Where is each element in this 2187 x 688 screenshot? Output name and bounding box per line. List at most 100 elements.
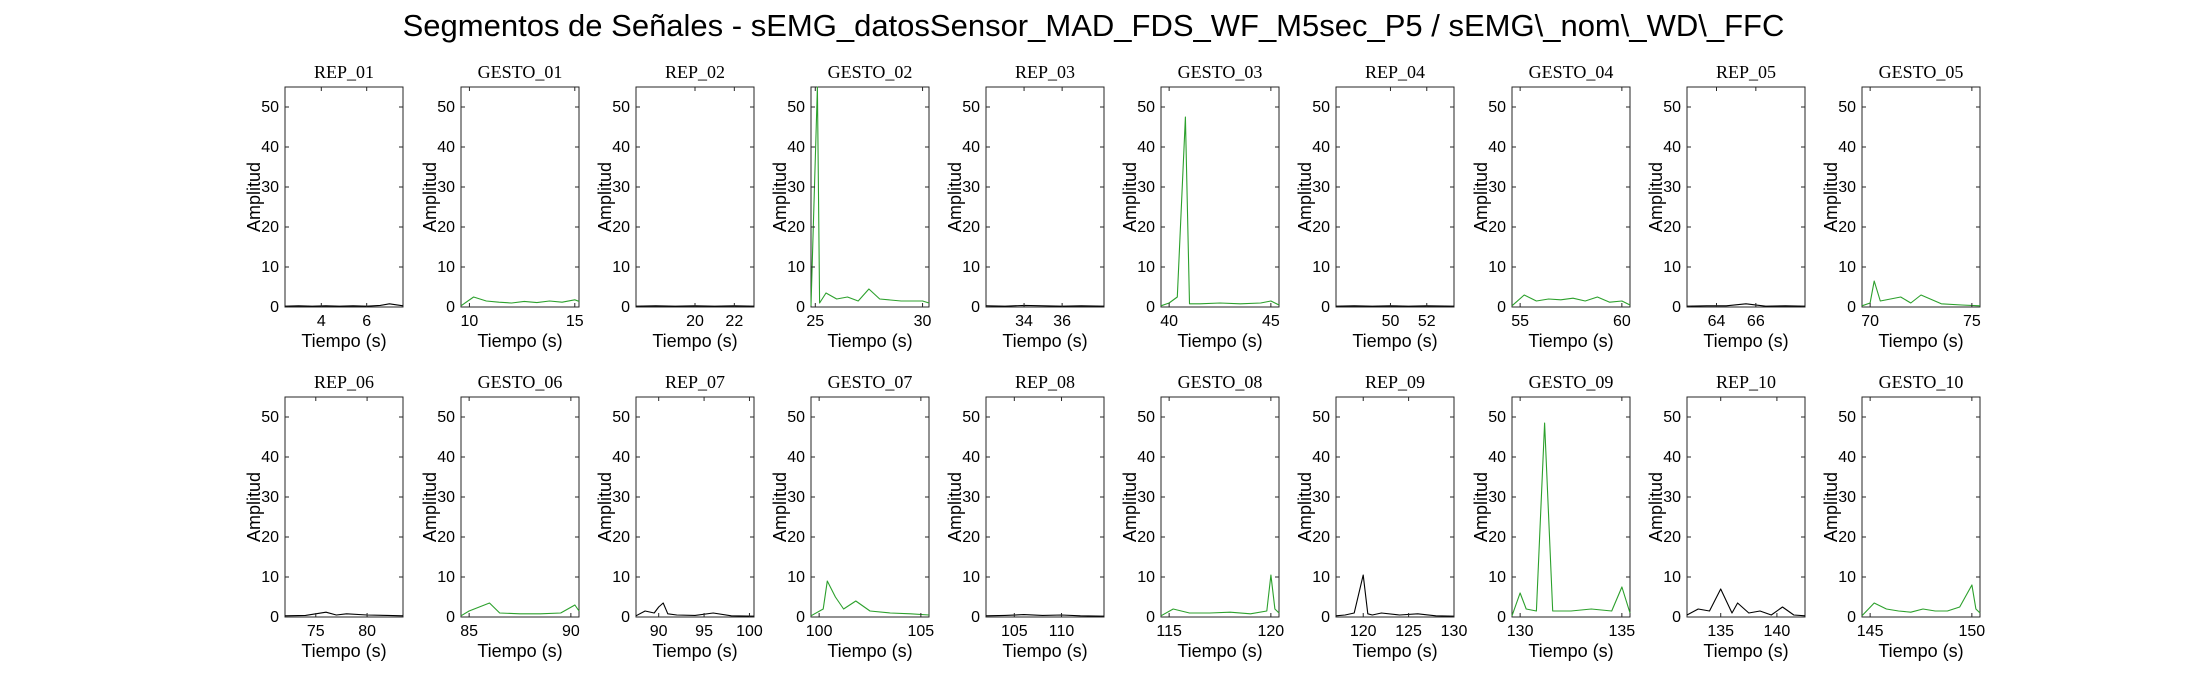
signal-line [985,614,1105,617]
y-tick-label: 20 [612,219,630,236]
y-tick-label: 0 [446,609,455,626]
figure-title: Segmentos de Señales - sEMG_datosSensor_… [402,8,1785,43]
y-tick-label: 20 [1838,529,1856,546]
y-tick-label: 20 [261,529,279,546]
y-axis-label: Amplitud [1120,472,1140,542]
y-tick-label: 0 [446,299,455,316]
subplot-title: GESTO_05 [1879,62,1964,82]
axes-box [1335,396,1455,618]
x-axis-label: Tiempo (s) [827,331,912,351]
y-tick-label: 50 [962,99,980,116]
x-tick-label: 90 [562,623,580,640]
y-tick-label: 0 [796,299,805,316]
subplot-title: GESTO_07 [828,372,913,392]
y-tick-label: 30 [1312,179,1330,196]
axes-box [1335,86,1455,308]
y-tick-label: 20 [1488,529,1506,546]
y-tick-label: 30 [1663,489,1681,506]
x-tick-label: 125 [1395,623,1422,640]
y-tick-label: 10 [1838,569,1856,586]
y-tick-label: 20 [787,219,805,236]
y-tick-label: 20 [1137,529,1155,546]
signal-line [810,580,930,617]
signal-line [1861,280,1981,307]
subplot-title: REP_01 [314,62,374,82]
subplot-title: GESTO_02 [828,62,913,82]
y-tick-label: 10 [1663,259,1681,276]
subplot-title: GESTO_08 [1178,372,1263,392]
y-tick-label: 0 [270,609,279,626]
x-axis-label: Tiempo (s) [1703,641,1788,661]
y-tick-label: 40 [1312,449,1330,466]
axes-box [635,396,755,618]
x-axis-label: Tiempo (s) [1878,331,1963,351]
y-tick-label: 10 [787,259,805,276]
signal-line [635,602,755,617]
axes-box [1686,86,1806,308]
y-tick-label: 50 [962,409,980,426]
x-tick-label: 85 [460,623,478,640]
y-tick-label: 40 [1137,449,1155,466]
x-axis-label: Tiempo (s) [1528,641,1613,661]
y-tick-label: 10 [261,569,279,586]
y-tick-label: 40 [1137,139,1155,156]
subplot-title: REP_03 [1015,62,1075,82]
y-tick-label: 50 [437,99,455,116]
y-tick-label: 50 [437,409,455,426]
y-tick-label: 30 [261,179,279,196]
x-tick-label: 34 [1015,313,1033,330]
y-tick-label: 50 [1663,409,1681,426]
x-tick-label: 60 [1613,313,1631,330]
y-tick-label: 30 [612,179,630,196]
y-tick-label: 50 [1488,409,1506,426]
subplot-title: REP_07 [665,372,725,392]
axes-box [460,396,580,618]
y-axis-label: Amplitud [595,472,615,542]
y-tick-label: 40 [261,139,279,156]
axes-box [1160,86,1280,308]
axes-box [635,86,755,308]
y-tick-label: 20 [437,219,455,236]
signal-line [1686,303,1806,307]
signal-line [1686,588,1806,617]
y-axis-label: Amplitud [770,162,790,232]
y-tick-label: 30 [962,179,980,196]
y-tick-label: 40 [437,449,455,466]
subplot-title: GESTO_04 [1529,62,1614,82]
x-tick-label: 10 [461,313,479,330]
y-tick-label: 40 [1488,139,1506,156]
subplot-title: REP_06 [314,372,374,392]
x-tick-label: 130 [1507,623,1534,640]
x-axis-label: Tiempo (s) [1878,641,1963,661]
x-axis-label: Tiempo (s) [652,331,737,351]
x-axis-label: Tiempo (s) [1177,331,1262,351]
y-tick-label: 0 [1847,609,1856,626]
y-tick-label: 50 [1838,99,1856,116]
x-tick-label: 90 [650,623,668,640]
axes-box [1686,396,1806,618]
x-tick-label: 36 [1053,313,1071,330]
x-tick-label: 70 [1861,313,1879,330]
x-axis-label: Tiempo (s) [1002,331,1087,351]
y-tick-label: 20 [261,219,279,236]
y-tick-label: 20 [1663,219,1681,236]
y-axis-label: Amplitud [1646,472,1666,542]
x-tick-label: 75 [307,623,325,640]
subplot-title: REP_08 [1015,372,1075,392]
y-tick-label: 50 [261,99,279,116]
y-axis-label: Amplitud [420,472,440,542]
y-tick-label: 50 [1137,99,1155,116]
subplot-title: GESTO_10 [1879,372,1964,392]
y-tick-label: 10 [1312,259,1330,276]
y-tick-label: 30 [261,489,279,506]
axes-box [284,396,404,618]
y-tick-label: 40 [1663,139,1681,156]
y-axis-label: Amplitud [420,162,440,232]
x-axis-label: Tiempo (s) [477,331,562,351]
y-axis-label: Amplitud [1821,162,1841,232]
y-tick-label: 30 [1137,489,1155,506]
y-tick-label: 40 [261,449,279,466]
y-axis-label: Amplitud [244,162,264,232]
x-tick-label: 100 [806,623,833,640]
y-tick-label: 0 [621,609,630,626]
